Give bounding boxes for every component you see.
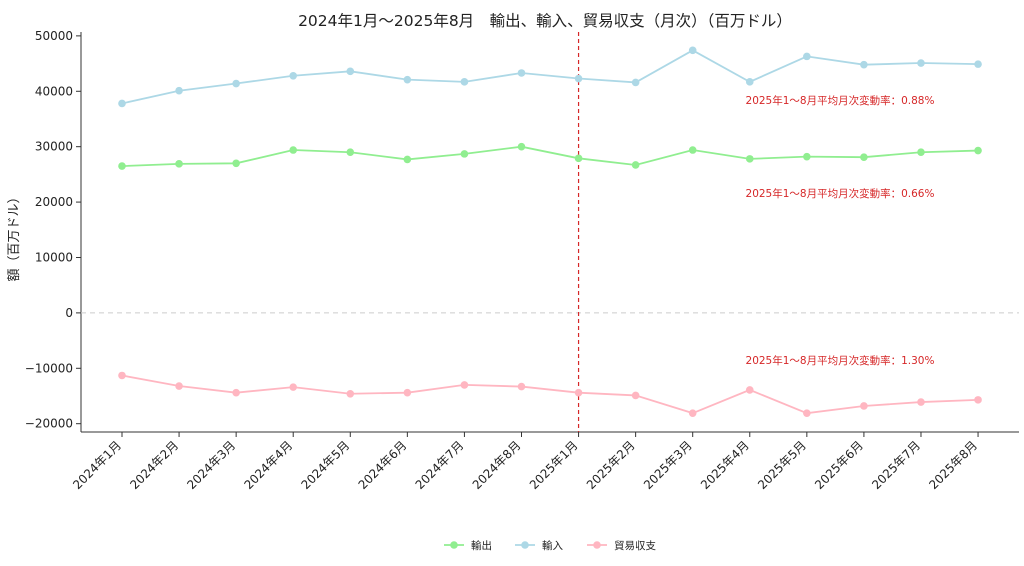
data-point (631, 161, 640, 169)
y-tick-label: −20000 (25, 417, 73, 431)
y-tick-label: 10000 (35, 250, 73, 264)
data-point (175, 86, 183, 95)
data-point (460, 150, 469, 158)
x-tick-label: 2025年1月 (527, 438, 581, 492)
data-point (803, 52, 811, 61)
y-tick-label: −10000 (25, 361, 73, 375)
plot-area: −20000 −10000 0 10000 20000 30000 40000 50000 20… (25, 29, 1019, 492)
data-point (403, 155, 412, 164)
data-point (175, 382, 183, 390)
data-point (860, 402, 868, 410)
x-tick-label: 2025年6月 (812, 438, 866, 492)
data-point (346, 67, 355, 76)
x-tick-label: 2025年8月 (926, 438, 980, 492)
series-line (121, 49, 979, 105)
data-point (460, 78, 469, 86)
series-line (121, 374, 979, 415)
legend-swatch-marker (593, 541, 601, 549)
data-point (688, 146, 697, 154)
chart-title: 2024年1月～2025年8月 輸出、輸入、貿易収支（月次）（百万ドル） (298, 12, 792, 30)
data-point (574, 154, 583, 163)
data-point (917, 59, 925, 67)
x-tick-label: 2024年4月 (241, 438, 295, 492)
data-point (745, 386, 754, 394)
data-point (175, 160, 183, 168)
legend-swatch-marker (521, 541, 529, 549)
x-tick-label: 2025年7月 (869, 438, 923, 492)
data-point (460, 381, 469, 389)
data-point (232, 79, 240, 88)
data-point (974, 60, 982, 68)
annotation-text: 2025年1～8月平均月次変動率：0.88% (746, 94, 935, 107)
data-point (917, 398, 925, 406)
x-tick-label: 2025年5月 (755, 438, 809, 492)
x-tick-label: 2025年3月 (641, 438, 695, 492)
data-point (517, 69, 526, 77)
data-point (688, 46, 697, 55)
data-point (688, 409, 697, 417)
data-point (574, 388, 583, 397)
y-tick-label: 20000 (35, 195, 73, 209)
data-point (803, 152, 811, 161)
series-line (121, 145, 979, 167)
x-tick-label: 2024年6月 (356, 438, 410, 492)
data-point (517, 382, 526, 391)
legend-label: 輸入 (542, 539, 563, 552)
data-point (860, 60, 868, 69)
legend-swatch-marker (450, 541, 458, 549)
data-point (346, 148, 355, 157)
data-point (574, 74, 583, 83)
data-point (745, 155, 754, 163)
data-point (289, 146, 298, 154)
annotation-text: 2025年1～8月平均月次変動率：1.30% (746, 354, 935, 367)
data-point (118, 99, 126, 108)
x-tick-label: 2024年2月 (127, 438, 181, 492)
y-axis-label: 額（百万ドル） (7, 190, 22, 281)
x-tick-label: 2024年7月 (413, 438, 467, 492)
x-tick-label: 2024年1月 (70, 438, 124, 492)
data-point (631, 391, 640, 400)
annotation-text: 2025年1～8月平均月次変動率：0.66% (746, 187, 935, 200)
data-point (974, 146, 982, 155)
data-point (403, 388, 412, 397)
y-tick-label: 40000 (35, 84, 73, 98)
legend-label: 輸出 (471, 539, 492, 552)
data-point (232, 388, 240, 397)
data-point (403, 75, 412, 84)
data-point (803, 409, 811, 417)
data-point (974, 396, 982, 404)
y-tick-label: 0 (65, 306, 73, 320)
x-tick-label: 2025年2月 (584, 438, 638, 492)
data-point (517, 142, 526, 151)
x-tick-label: 2024年8月 (470, 438, 524, 492)
data-point (745, 78, 754, 86)
data-point (289, 71, 298, 80)
data-point (232, 159, 240, 168)
data-point (860, 153, 868, 162)
y-tick-label: 50000 (35, 29, 73, 43)
legend-label: 貿易収支 (614, 540, 656, 552)
data-point (631, 78, 640, 87)
data-point (289, 383, 298, 391)
y-tick-label: 30000 (35, 140, 73, 154)
x-tick-label: 2025年4月 (698, 438, 752, 492)
data-point (346, 389, 355, 398)
x-tick-label: 2024年3月 (184, 438, 238, 492)
legend: 輸出 輸入 貿易収支 (444, 539, 656, 552)
data-point (118, 371, 126, 380)
x-tick-label: 2024年5月 (299, 438, 353, 492)
data-point (118, 162, 126, 170)
data-point (917, 148, 925, 157)
